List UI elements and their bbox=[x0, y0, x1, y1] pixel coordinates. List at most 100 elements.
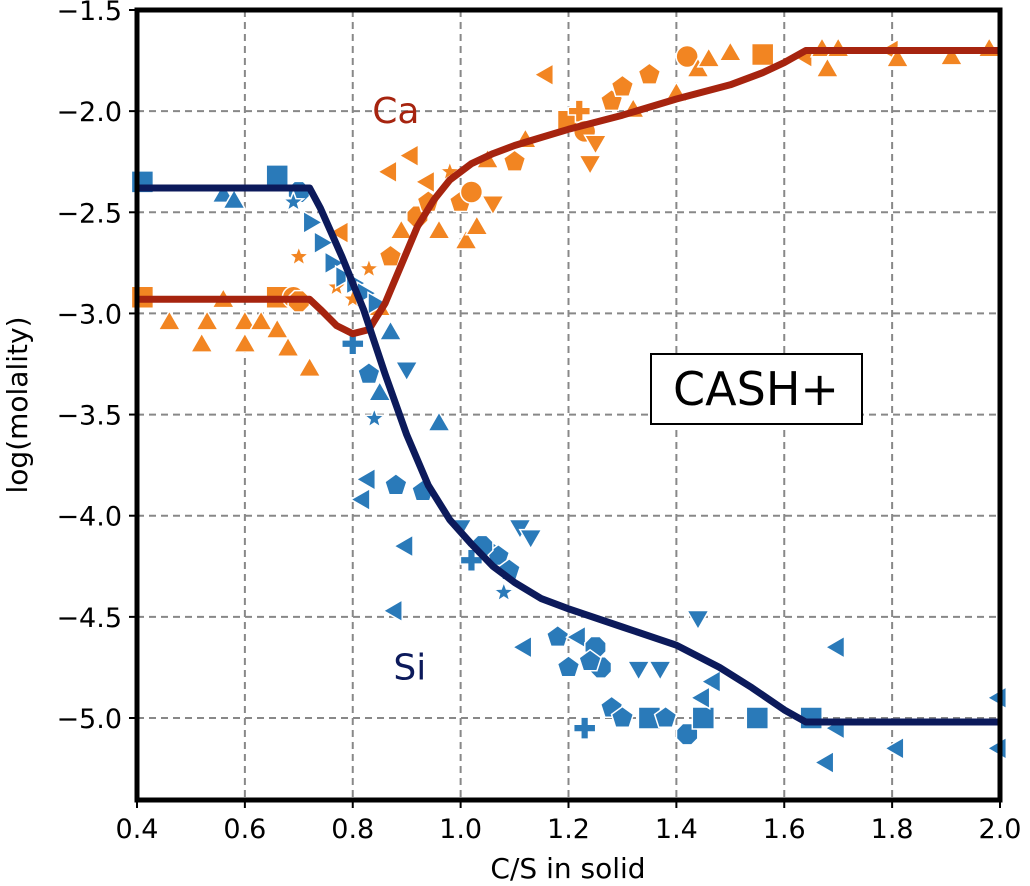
ca-point-pentagon bbox=[378, 244, 403, 267]
ca-point-pentagon bbox=[502, 149, 527, 172]
si-point-tri bbox=[378, 319, 403, 341]
ca-point-circle bbox=[675, 44, 699, 69]
si-point-tri-left bbox=[813, 750, 835, 775]
y-tick-label: −3.5 bbox=[56, 401, 122, 432]
si-point-tri-down bbox=[518, 528, 544, 551]
si-point-tri-right bbox=[324, 250, 346, 276]
si-point-tri-left bbox=[824, 634, 846, 660]
si-point-star bbox=[491, 579, 516, 603]
ca-point-tri bbox=[939, 44, 964, 66]
si-point-tri-right bbox=[302, 210, 324, 235]
data-marks bbox=[130, 36, 1008, 775]
y-tick-label: −4.5 bbox=[56, 603, 122, 634]
x-axis-title: C/S in solid bbox=[490, 852, 645, 885]
si-point-tri-right bbox=[367, 291, 389, 316]
ca-series-label: Ca bbox=[372, 91, 419, 132]
si-point-pentagon bbox=[556, 654, 581, 678]
y-tick-label: −1.5 bbox=[56, 0, 122, 27]
x-tick-label: 2.0 bbox=[979, 814, 1022, 845]
si-point-pentagon bbox=[578, 648, 602, 672]
si-model-line bbox=[137, 184, 1000, 726]
y-tick-label: −5.0 bbox=[56, 704, 122, 735]
si-point-tri-left bbox=[381, 598, 403, 623]
si-point-square bbox=[265, 164, 289, 188]
si-point-tri-down bbox=[394, 360, 419, 383]
ca-point-tri bbox=[696, 46, 722, 68]
ca-point-square bbox=[750, 42, 775, 67]
x-tick-label: 1.4 bbox=[655, 814, 698, 845]
annotation-box bbox=[650, 353, 863, 425]
si-point-pentagon bbox=[357, 361, 381, 385]
ca-point-tri bbox=[426, 218, 452, 240]
ca-point-tri-left bbox=[414, 169, 436, 195]
ca-point-pentagon bbox=[637, 62, 662, 85]
x-tick-label: 1.8 bbox=[871, 814, 914, 845]
si-series-label: Si bbox=[393, 647, 426, 688]
si-point-tri-down bbox=[685, 609, 711, 632]
si-point-tri-left bbox=[699, 669, 722, 694]
si-point-square bbox=[691, 706, 716, 730]
si-point-tri bbox=[367, 380, 393, 402]
y-tick-label: −4.0 bbox=[56, 502, 122, 533]
y-tick-label: −2.5 bbox=[56, 198, 122, 229]
si-point-tri-down bbox=[626, 660, 651, 682]
si-point-tri-down bbox=[647, 660, 673, 682]
si-point-pentagon bbox=[610, 705, 635, 729]
si-point-tri-left bbox=[392, 533, 414, 559]
x-tick-label: 0.4 bbox=[116, 814, 159, 845]
si-point-tri-left bbox=[565, 624, 587, 650]
si-point-tri-left bbox=[985, 685, 1008, 710]
ca-point-tri bbox=[388, 218, 414, 240]
model-lines bbox=[137, 47, 1000, 726]
ca-point-tri bbox=[157, 309, 182, 331]
x-tick-label: 1.2 bbox=[547, 814, 590, 845]
si-point-tri-left bbox=[883, 736, 905, 761]
si-point-square bbox=[745, 706, 770, 730]
si-point-pentagon bbox=[653, 705, 678, 729]
y-axis-title: log(molality) bbox=[1, 317, 34, 494]
ca-point-tri bbox=[815, 56, 840, 78]
si-point-tri bbox=[221, 187, 247, 210]
ca-point-tri bbox=[194, 309, 220, 331]
ca-point-tri-left bbox=[327, 220, 350, 245]
si-point-pentagon bbox=[545, 624, 570, 648]
ca-point-tri-left bbox=[376, 159, 398, 185]
ca-point-tri bbox=[232, 309, 258, 331]
ca-point-tri bbox=[265, 317, 290, 339]
y-tick-label: −2.0 bbox=[56, 97, 122, 128]
si-point-tri bbox=[426, 410, 452, 432]
annotation-text: CASH+ bbox=[673, 362, 839, 416]
ticks: 0.4 0.6 0.8 1.0 1.2 1.4 1.6 1.8 2.0 −1.5 −2.0 −2.5 −… bbox=[56, 0, 1021, 845]
si-point-star bbox=[362, 406, 387, 429]
ca-point-tri bbox=[464, 214, 490, 236]
ca-point-tri bbox=[453, 228, 479, 250]
y-tick-label: −3.0 bbox=[56, 299, 122, 330]
ca-point-tri bbox=[248, 309, 274, 331]
ca-point-tri-left bbox=[397, 143, 420, 168]
ca-point-tri-down bbox=[583, 134, 608, 156]
si-point-plus bbox=[459, 548, 484, 572]
si-point-tri-left bbox=[689, 685, 711, 710]
ca-point-tri bbox=[189, 331, 215, 353]
ca-point-tri-down bbox=[577, 154, 603, 176]
si-point-tri-right bbox=[313, 230, 335, 255]
si-point-pentagon bbox=[384, 472, 408, 496]
ca-point-star bbox=[286, 244, 311, 267]
si-point-tri-left bbox=[511, 634, 533, 660]
si-point-plus bbox=[341, 332, 365, 356]
x-tick-label: 1.6 bbox=[763, 814, 806, 845]
si-point-star bbox=[281, 189, 306, 213]
si-point-square bbox=[637, 706, 662, 730]
ca-point-tri-down bbox=[480, 195, 506, 217]
ca-point-tri bbox=[275, 335, 301, 357]
si-point-tri-left bbox=[354, 466, 377, 492]
ca-point-tri bbox=[232, 331, 258, 353]
x-tick-label: 0.8 bbox=[331, 814, 374, 845]
si-point-tri-left bbox=[349, 487, 371, 512]
cash-annotation: CASH+ bbox=[650, 353, 863, 425]
si-point-tri-left bbox=[985, 736, 1008, 761]
x-tick-label: 1.0 bbox=[439, 814, 482, 845]
si-point-plus bbox=[572, 716, 597, 740]
ca-model-line bbox=[137, 47, 1000, 338]
